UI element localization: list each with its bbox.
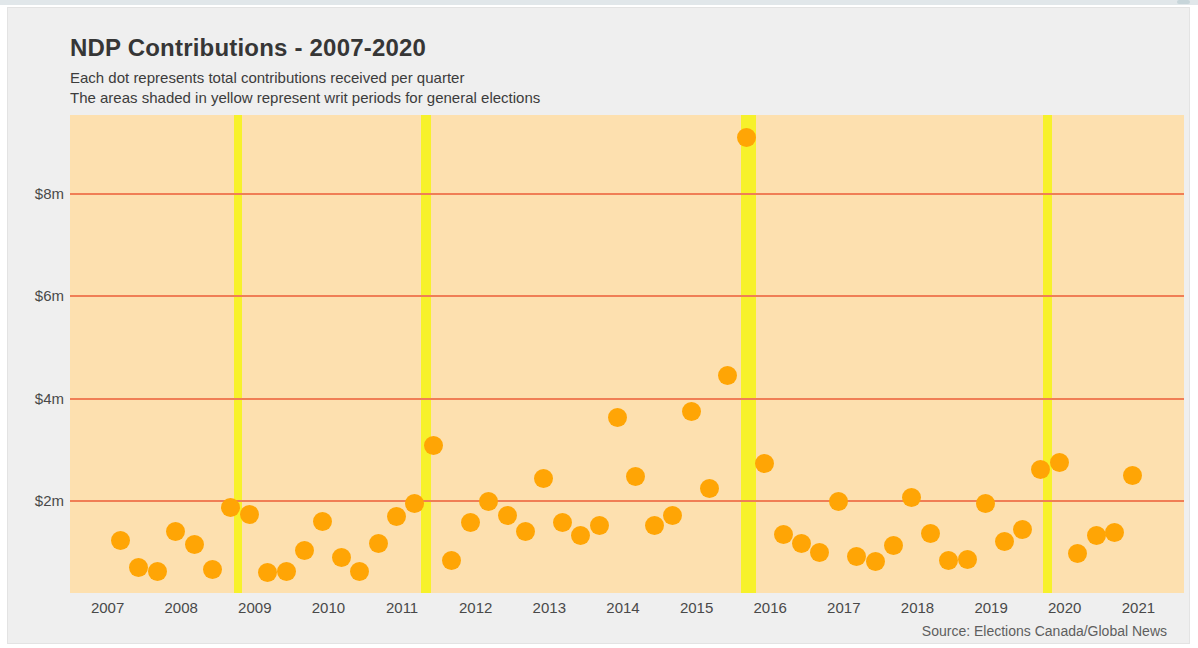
y-gridline	[70, 398, 1184, 400]
quarter-contribution-dot	[829, 492, 848, 511]
quarter-contribution-dot	[369, 534, 388, 553]
quarter-contribution-dot	[866, 552, 885, 571]
quarter-contribution-dot	[1068, 544, 1087, 563]
x-axis-tick-label: 2018	[888, 599, 948, 616]
quarter-contribution-dot	[313, 512, 332, 531]
quarter-contribution-dot	[1105, 523, 1124, 542]
quarter-contribution-dot	[792, 534, 811, 553]
quarter-contribution-dot	[976, 494, 995, 513]
quarter-contribution-dot	[498, 506, 517, 525]
quarter-contribution-dot	[240, 505, 259, 524]
quarter-contribution-dot	[921, 524, 940, 543]
quarter-contribution-dot	[1087, 526, 1106, 545]
quarter-contribution-dot	[332, 548, 351, 567]
quarter-contribution-dot	[590, 516, 609, 535]
writ-period-band	[1043, 115, 1053, 593]
quarter-contribution-dot	[553, 513, 572, 532]
quarter-contribution-dot	[958, 550, 977, 569]
quarter-contribution-dot	[166, 522, 185, 541]
quarter-contribution-dot	[810, 543, 829, 562]
quarter-contribution-dot	[148, 562, 167, 581]
x-axis-tick-label: 2011	[372, 599, 432, 616]
x-axis-tick-label: 2009	[225, 599, 285, 616]
quarter-contribution-dot	[534, 469, 553, 488]
quarter-contribution-dot	[129, 558, 148, 577]
quarter-contribution-dot	[442, 551, 461, 570]
quarter-contribution-dot	[626, 467, 645, 486]
x-axis-tick-label: 2020	[1035, 599, 1095, 616]
chart-subtitle-line2: The areas shaded in yellow represent wri…	[70, 89, 540, 106]
plot-area	[70, 115, 1184, 593]
quarter-contribution-dot	[424, 436, 443, 455]
chart-subtitle-line1: Each dot represents total contributions …	[70, 69, 464, 86]
y-gridline	[70, 193, 1184, 195]
quarter-contribution-dot	[479, 492, 498, 511]
quarter-contribution-dot	[295, 541, 314, 560]
writ-period-band	[741, 115, 757, 593]
quarter-contribution-dot	[461, 513, 480, 532]
x-axis-tick-label: 2021	[1108, 599, 1168, 616]
quarter-contribution-dot	[608, 408, 627, 427]
x-axis-tick-label: 2010	[298, 599, 358, 616]
quarter-contribution-dot	[185, 535, 204, 554]
quarter-contribution-dot	[516, 522, 535, 541]
quarter-contribution-dot	[350, 562, 369, 581]
quarter-contribution-dot	[221, 498, 240, 517]
chart-card: NDP Contributions - 2007-2020 Each dot r…	[7, 7, 1190, 644]
quarter-contribution-dot	[203, 560, 222, 579]
quarter-contribution-dot	[884, 536, 903, 555]
quarter-contribution-dot	[258, 563, 277, 582]
source-credit: Source: Elections Canada/Global News	[922, 623, 1167, 639]
quarter-contribution-dot	[700, 479, 719, 498]
quarter-contribution-dot	[847, 547, 866, 566]
quarter-contribution-dot	[1013, 520, 1032, 539]
quarter-contribution-dot	[774, 525, 793, 544]
y-axis-tick-label: $6m	[16, 287, 64, 305]
y-gridline	[70, 295, 1184, 297]
quarter-contribution-dot	[939, 551, 958, 570]
x-axis-tick-label: 2013	[519, 599, 579, 616]
chart-title: NDP Contributions - 2007-2020	[70, 34, 426, 62]
x-axis-tick-label: 2012	[446, 599, 506, 616]
y-axis-tick-label: $4m	[16, 390, 64, 408]
quarter-contribution-dot	[1050, 453, 1069, 472]
quarter-contribution-dot	[737, 128, 756, 147]
x-axis-tick-label: 2016	[740, 599, 800, 616]
x-axis-tick-label: 2017	[814, 599, 874, 616]
quarter-contribution-dot	[755, 454, 774, 473]
y-axis-tick-label: $8m	[16, 185, 64, 203]
quarter-contribution-dot	[645, 516, 664, 535]
x-axis-tick-label: 2019	[961, 599, 1021, 616]
x-axis-tick-label: 2015	[667, 599, 727, 616]
quarter-contribution-dot	[995, 532, 1014, 551]
quarter-contribution-dot	[902, 488, 921, 507]
x-axis-tick-label: 2008	[151, 599, 211, 616]
quarter-contribution-dot	[663, 506, 682, 525]
quarter-contribution-dot	[1031, 460, 1050, 479]
quarter-contribution-dot	[718, 366, 737, 385]
quarter-contribution-dot	[571, 526, 590, 545]
quarter-contribution-dot	[387, 507, 406, 526]
x-axis-tick-label: 2014	[593, 599, 653, 616]
quarter-contribution-dot	[682, 402, 701, 421]
writ-period-band	[421, 115, 431, 593]
y-axis-tick-label: $2m	[16, 492, 64, 510]
quarter-contribution-dot	[111, 531, 130, 550]
writ-period-band	[234, 115, 242, 593]
browser-top-pill	[1177, 0, 1190, 4]
quarter-contribution-dot	[1123, 466, 1142, 485]
browser-top-strip	[0, 0, 1198, 5]
x-axis-tick-label: 2007	[78, 599, 138, 616]
quarter-contribution-dot	[277, 562, 296, 581]
